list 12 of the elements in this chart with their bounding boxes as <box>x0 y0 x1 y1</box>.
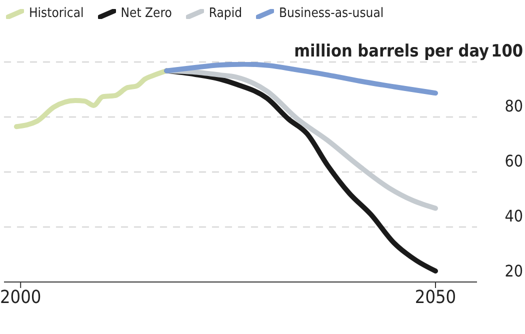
legend-label: Rapid <box>208 6 242 21</box>
y-tick-label: 40 <box>504 206 523 226</box>
y-tick-label: 20 <box>504 261 523 280</box>
legend-label: Net Zero <box>120 6 172 21</box>
x-tick-label: 2050 <box>414 286 456 308</box>
x-tick-label: 2000 <box>0 286 42 308</box>
y-tick-label: 100 <box>491 42 523 62</box>
legend-label: Business-as-usual <box>278 6 384 21</box>
legend-label: Historical <box>28 6 84 21</box>
y-axis-title: million barrels per day <box>294 42 490 62</box>
y-tick-label: 60 <box>504 151 523 170</box>
y-tick-label: 80 <box>504 96 523 116</box>
